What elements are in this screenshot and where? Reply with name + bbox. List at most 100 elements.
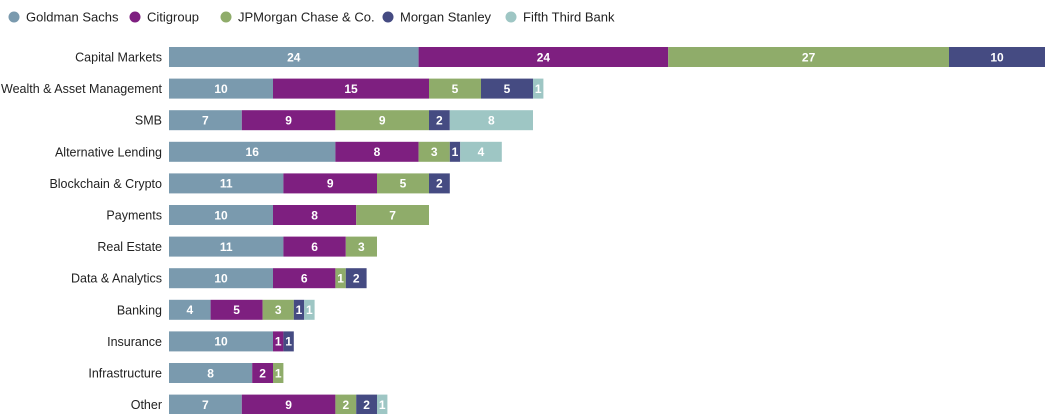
bar-alternative-lending-citigroup[interactable] bbox=[335, 141, 419, 162]
bar-other-goldman-sachs[interactable] bbox=[169, 394, 242, 414]
category-label-infrastructure: Infrastructure bbox=[88, 367, 162, 381]
bar-banking-jpmorgan-chase-and-co[interactable] bbox=[262, 299, 294, 320]
data-label-blockchain-and-crypto-citigroup: 9 bbox=[327, 177, 334, 191]
data-label-banking-citigroup: 5 bbox=[233, 303, 240, 317]
category-label-real-estate: Real Estate bbox=[97, 240, 162, 254]
bar-blockchain-and-crypto-goldman-sachs[interactable] bbox=[169, 173, 284, 194]
data-label-wealth-and-asset-management-fifth-third-bank: 1 bbox=[535, 82, 542, 96]
bar-smb-morgan-stanley[interactable] bbox=[429, 110, 450, 131]
data-label-alternative-lending-morgan-stanley: 1 bbox=[452, 145, 459, 159]
data-label-banking-morgan-stanley: 1 bbox=[296, 303, 303, 317]
bar-alternative-lending-morgan-stanley[interactable] bbox=[449, 141, 461, 162]
category-label-data-and-analytics: Data & Analytics bbox=[71, 272, 162, 286]
bar-other-jpmorgan-chase-and-co[interactable] bbox=[335, 394, 357, 414]
data-label-smb-citigroup: 9 bbox=[285, 114, 292, 128]
bar-alternative-lending-goldman-sachs[interactable] bbox=[169, 141, 336, 162]
bar-insurance-morgan-stanley[interactable] bbox=[283, 331, 294, 352]
bar-insurance-goldman-sachs[interactable] bbox=[169, 331, 273, 352]
legend-label-morgan-stanley: Morgan Stanley bbox=[400, 10, 492, 25]
bar-banking-morgan-stanley[interactable] bbox=[293, 299, 305, 320]
data-label-banking-jpmorgan-chase-and-co: 3 bbox=[275, 303, 282, 317]
bar-data-and-analytics-goldman-sachs[interactable] bbox=[169, 268, 273, 289]
bar-payments-jpmorgan-chase-and-co[interactable] bbox=[356, 205, 429, 225]
bar-capital-markets-citigroup[interactable] bbox=[418, 47, 669, 67]
data-label-payments-jpmorgan-chase-and-co: 7 bbox=[389, 208, 396, 222]
bar-capital-markets-jpmorgan-chase-and-co[interactable] bbox=[668, 47, 949, 67]
bar-capital-markets-goldman-sachs[interactable] bbox=[169, 47, 419, 67]
data-label-data-and-analytics-citigroup: 6 bbox=[301, 272, 308, 286]
bar-capital-markets-morgan-stanley[interactable] bbox=[949, 47, 1045, 67]
data-label-alternative-lending-fifth-third-bank: 4 bbox=[478, 145, 485, 159]
data-label-real-estate-goldman-sachs: 11 bbox=[220, 240, 233, 254]
data-label-data-and-analytics-goldman-sachs: 10 bbox=[214, 272, 228, 286]
bar-real-estate-jpmorgan-chase-and-co[interactable] bbox=[345, 236, 377, 257]
data-label-blockchain-and-crypto-morgan-stanley: 2 bbox=[436, 177, 443, 191]
data-label-blockchain-and-crypto-goldman-sachs: 11 bbox=[220, 177, 233, 191]
legend-label-fifth-third-bank: Fifth Third Bank bbox=[523, 10, 615, 25]
bar-other-fifth-third-bank[interactable] bbox=[377, 394, 388, 414]
data-label-payments-citigroup: 8 bbox=[311, 208, 318, 222]
bar-smb-goldman-sachs[interactable] bbox=[169, 110, 242, 131]
data-label-insurance-goldman-sachs: 10 bbox=[214, 335, 228, 349]
bar-other-citigroup[interactable] bbox=[241, 394, 336, 414]
data-label-banking-goldman-sachs: 4 bbox=[186, 303, 193, 317]
bar-data-and-analytics-citigroup[interactable] bbox=[273, 268, 336, 289]
bar-wealth-and-asset-management-fifth-third-bank[interactable] bbox=[533, 78, 544, 99]
bar-banking-fifth-third-bank[interactable] bbox=[304, 299, 315, 320]
bar-real-estate-goldman-sachs[interactable] bbox=[169, 236, 284, 257]
data-label-capital-markets-goldman-sachs: 24 bbox=[287, 50, 301, 64]
data-label-data-and-analytics-jpmorgan-chase-and-co: 1 bbox=[337, 272, 344, 286]
data-label-data-and-analytics-morgan-stanley: 2 bbox=[353, 272, 360, 286]
bar-blockchain-and-crypto-jpmorgan-chase-and-co[interactable] bbox=[377, 173, 429, 194]
legend-item-morgan-stanley[interactable]: Morgan Stanley bbox=[382, 10, 492, 25]
legend-item-fifth-third-bank[interactable]: Fifth Third Bank bbox=[505, 10, 616, 25]
bar-banking-goldman-sachs[interactable] bbox=[169, 299, 211, 320]
bar-infrastructure-citigroup[interactable] bbox=[252, 363, 273, 383]
legend-swatch-fifth-third-bank bbox=[505, 11, 517, 23]
data-label-capital-markets-jpmorgan-chase-and-co: 27 bbox=[802, 50, 816, 64]
legend-swatch-morgan-stanley bbox=[382, 11, 394, 23]
bar-wealth-and-asset-management-citigroup[interactable] bbox=[273, 78, 429, 99]
bar-infrastructure-jpmorgan-chase-and-co[interactable] bbox=[273, 363, 284, 383]
bar-blockchain-and-crypto-citigroup[interactable] bbox=[283, 173, 377, 194]
bar-infrastructure-goldman-sachs[interactable] bbox=[169, 363, 253, 383]
category-label-insurance: Insurance bbox=[107, 335, 162, 349]
legend-item-goldman-sachs[interactable]: Goldman Sachs bbox=[8, 10, 119, 25]
data-label-other-goldman-sachs: 7 bbox=[202, 398, 209, 412]
legend-label-jpmorgan-chase-and-co: JPMorgan Chase & Co. bbox=[238, 10, 375, 25]
bar-payments-citigroup[interactable] bbox=[273, 205, 357, 225]
data-label-insurance-citigroup: 1 bbox=[275, 335, 282, 349]
data-label-smb-fifth-third-bank: 8 bbox=[488, 114, 495, 128]
bar-smb-citigroup[interactable] bbox=[241, 110, 336, 131]
bar-banking-citigroup[interactable] bbox=[210, 299, 263, 320]
bar-data-and-analytics-jpmorgan-chase-and-co[interactable] bbox=[335, 268, 346, 289]
data-label-wealth-and-asset-management-jpmorgan-chase-and-co: 5 bbox=[452, 82, 459, 96]
legend-label-goldman-sachs: Goldman Sachs bbox=[26, 10, 119, 25]
bar-real-estate-citigroup[interactable] bbox=[283, 236, 346, 257]
bar-smb-jpmorgan-chase-and-co[interactable] bbox=[335, 110, 429, 131]
data-label-smb-jpmorgan-chase-and-co: 9 bbox=[379, 114, 386, 128]
data-label-wealth-and-asset-management-goldman-sachs: 10 bbox=[214, 82, 228, 96]
data-label-alternative-lending-jpmorgan-chase-and-co: 3 bbox=[431, 145, 438, 159]
bar-data-and-analytics-morgan-stanley[interactable] bbox=[345, 268, 367, 289]
legend-swatch-citigroup bbox=[129, 11, 141, 23]
bar-wealth-and-asset-management-jpmorgan-chase-and-co[interactable] bbox=[429, 78, 481, 99]
bar-wealth-and-asset-management-goldman-sachs[interactable] bbox=[169, 78, 273, 99]
bar-wealth-and-asset-management-morgan-stanley[interactable] bbox=[481, 78, 533, 99]
category-label-capital-markets: Capital Markets bbox=[75, 51, 162, 65]
category-label-banking: Banking bbox=[117, 303, 162, 317]
bar-insurance-citigroup[interactable] bbox=[273, 331, 284, 352]
data-label-banking-fifth-third-bank: 1 bbox=[306, 303, 313, 317]
category-label-wealth-and-asset-management: Wealth & Asset Management bbox=[1, 82, 162, 96]
bar-other-morgan-stanley[interactable] bbox=[356, 394, 377, 414]
data-label-infrastructure-goldman-sachs: 8 bbox=[207, 366, 214, 380]
data-label-wealth-and-asset-management-morgan-stanley: 5 bbox=[504, 82, 511, 96]
legend-item-citigroup[interactable]: Citigroup bbox=[129, 10, 200, 25]
bar-alternative-lending-jpmorgan-chase-and-co[interactable] bbox=[418, 141, 450, 162]
bar-alternative-lending-fifth-third-bank[interactable] bbox=[460, 141, 502, 162]
bar-blockchain-and-crypto-morgan-stanley[interactable] bbox=[429, 173, 450, 194]
legend-item-jpmorgan-chase-and-co[interactable]: JPMorgan Chase & Co. bbox=[220, 10, 375, 25]
bar-payments-goldman-sachs[interactable] bbox=[169, 205, 273, 225]
bar-smb-fifth-third-bank[interactable] bbox=[449, 110, 533, 131]
